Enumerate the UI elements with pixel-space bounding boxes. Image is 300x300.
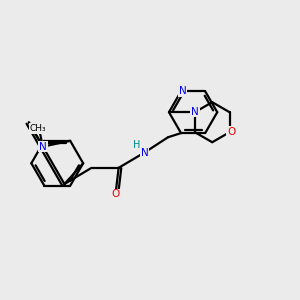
Text: O: O (227, 127, 235, 137)
Text: N: N (178, 86, 186, 96)
Text: N: N (141, 148, 148, 158)
Text: O: O (112, 189, 120, 199)
Text: CH₃: CH₃ (30, 124, 46, 133)
Text: N: N (191, 106, 199, 117)
Text: H: H (133, 140, 140, 150)
Text: N: N (39, 142, 47, 152)
